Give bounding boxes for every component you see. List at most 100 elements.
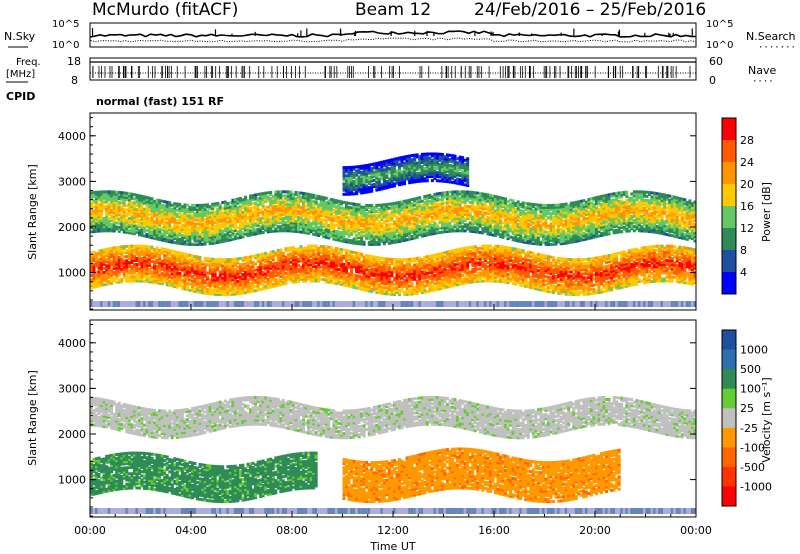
- range-cell: [362, 284, 366, 288]
- range-cell: [425, 279, 429, 283]
- range-cell: [536, 273, 540, 277]
- range-cell: [539, 253, 543, 257]
- range-cell: [393, 292, 396, 296]
- range-cell: [612, 265, 616, 269]
- range-cell: [478, 255, 482, 259]
- range-cell: [137, 271, 141, 275]
- range-cell: [595, 272, 598, 276]
- range-cell: [625, 280, 629, 284]
- range-cell: [95, 272, 98, 276]
- range-cell: [420, 264, 424, 268]
- range-cell: [185, 203, 189, 207]
- range-cell: [150, 251, 154, 255]
- range-cell: [451, 273, 454, 277]
- range-cell: [458, 262, 462, 266]
- range-cell: [385, 278, 389, 282]
- range-cell: [440, 282, 444, 286]
- range-cell: [408, 284, 412, 288]
- range-cell: [122, 259, 126, 263]
- range-cell: [405, 272, 409, 276]
- range-cell: [299, 269, 303, 273]
- range-cell: [473, 247, 477, 251]
- range-cell: [228, 268, 232, 272]
- range-cell: [607, 272, 611, 276]
- range-cell: [254, 262, 258, 266]
- range-cell: [342, 273, 346, 277]
- range-cell: [158, 251, 162, 255]
- range-cell: [352, 255, 356, 259]
- range-cell: [165, 252, 169, 256]
- range-cell: [524, 262, 528, 266]
- range-cell: [251, 277, 255, 281]
- range-cell: [168, 273, 172, 277]
- range-cell: [241, 258, 245, 262]
- range-cell: [211, 267, 215, 271]
- range-cell: [499, 259, 502, 263]
- range-cell: [395, 291, 399, 295]
- range-cell: [246, 284, 250, 288]
- range-cell: [249, 288, 252, 292]
- range-cell: [635, 268, 639, 272]
- range-cell: [286, 257, 290, 261]
- range-cell: [135, 244, 139, 248]
- range-cell: [145, 280, 149, 284]
- range-cell: [615, 283, 619, 287]
- range-cell: [428, 264, 432, 268]
- range-cell: [499, 263, 502, 267]
- range-cell: [102, 250, 106, 254]
- range-cell: [259, 288, 263, 292]
- range-cell: [317, 271, 321, 275]
- range-cell: [292, 245, 295, 249]
- range-cell: [201, 268, 205, 272]
- range-cell: [173, 260, 177, 264]
- range-cell: [294, 266, 298, 270]
- range-cell: [256, 266, 260, 270]
- range-cell: [430, 280, 434, 284]
- range-cell: [216, 264, 220, 268]
- range-cell: [446, 258, 449, 262]
- range-cell: [446, 254, 449, 258]
- range-cell: [216, 266, 220, 270]
- range-cell: [223, 276, 227, 280]
- range-cell: [600, 288, 603, 292]
- range-cell: [440, 268, 444, 272]
- range-cell: [193, 281, 197, 285]
- range-cell: [143, 207, 146, 211]
- range-cell: [372, 263, 376, 267]
- range-cell: [132, 248, 136, 252]
- range-cell: [529, 285, 533, 289]
- range-cell: [274, 280, 278, 284]
- range-cell: [385, 292, 389, 296]
- range-cell: [499, 251, 502, 255]
- range-cell: [632, 272, 636, 276]
- range-cell: [256, 270, 260, 274]
- range-cell: [541, 282, 545, 286]
- range-cell: [655, 253, 659, 257]
- range-cell: [357, 276, 361, 280]
- range-cell: [496, 255, 500, 259]
- range-cell: [203, 262, 207, 266]
- range-cell: [410, 286, 414, 290]
- range-cell: [196, 257, 199, 261]
- range-cell: [534, 260, 538, 264]
- range-cell: [201, 285, 205, 289]
- range-cell: [188, 253, 192, 257]
- range-cell: [155, 250, 159, 254]
- range-cell: [198, 266, 202, 270]
- range-cell: [97, 270, 101, 274]
- range-cell: [554, 262, 558, 266]
- range-cell: [451, 257, 454, 261]
- range-cell: [183, 252, 187, 256]
- range-cell: [610, 274, 614, 278]
- range-cell: [456, 272, 460, 276]
- range-cell: [572, 274, 576, 278]
- range-cell: [625, 262, 629, 266]
- range-cell: [125, 279, 129, 283]
- range-cell: [92, 283, 96, 287]
- range-cell: [577, 293, 581, 297]
- range-cell: [337, 251, 341, 255]
- range-cell: [180, 258, 184, 262]
- range-cell: [218, 258, 222, 262]
- range-cell: [375, 288, 379, 292]
- range-cell: [420, 258, 424, 262]
